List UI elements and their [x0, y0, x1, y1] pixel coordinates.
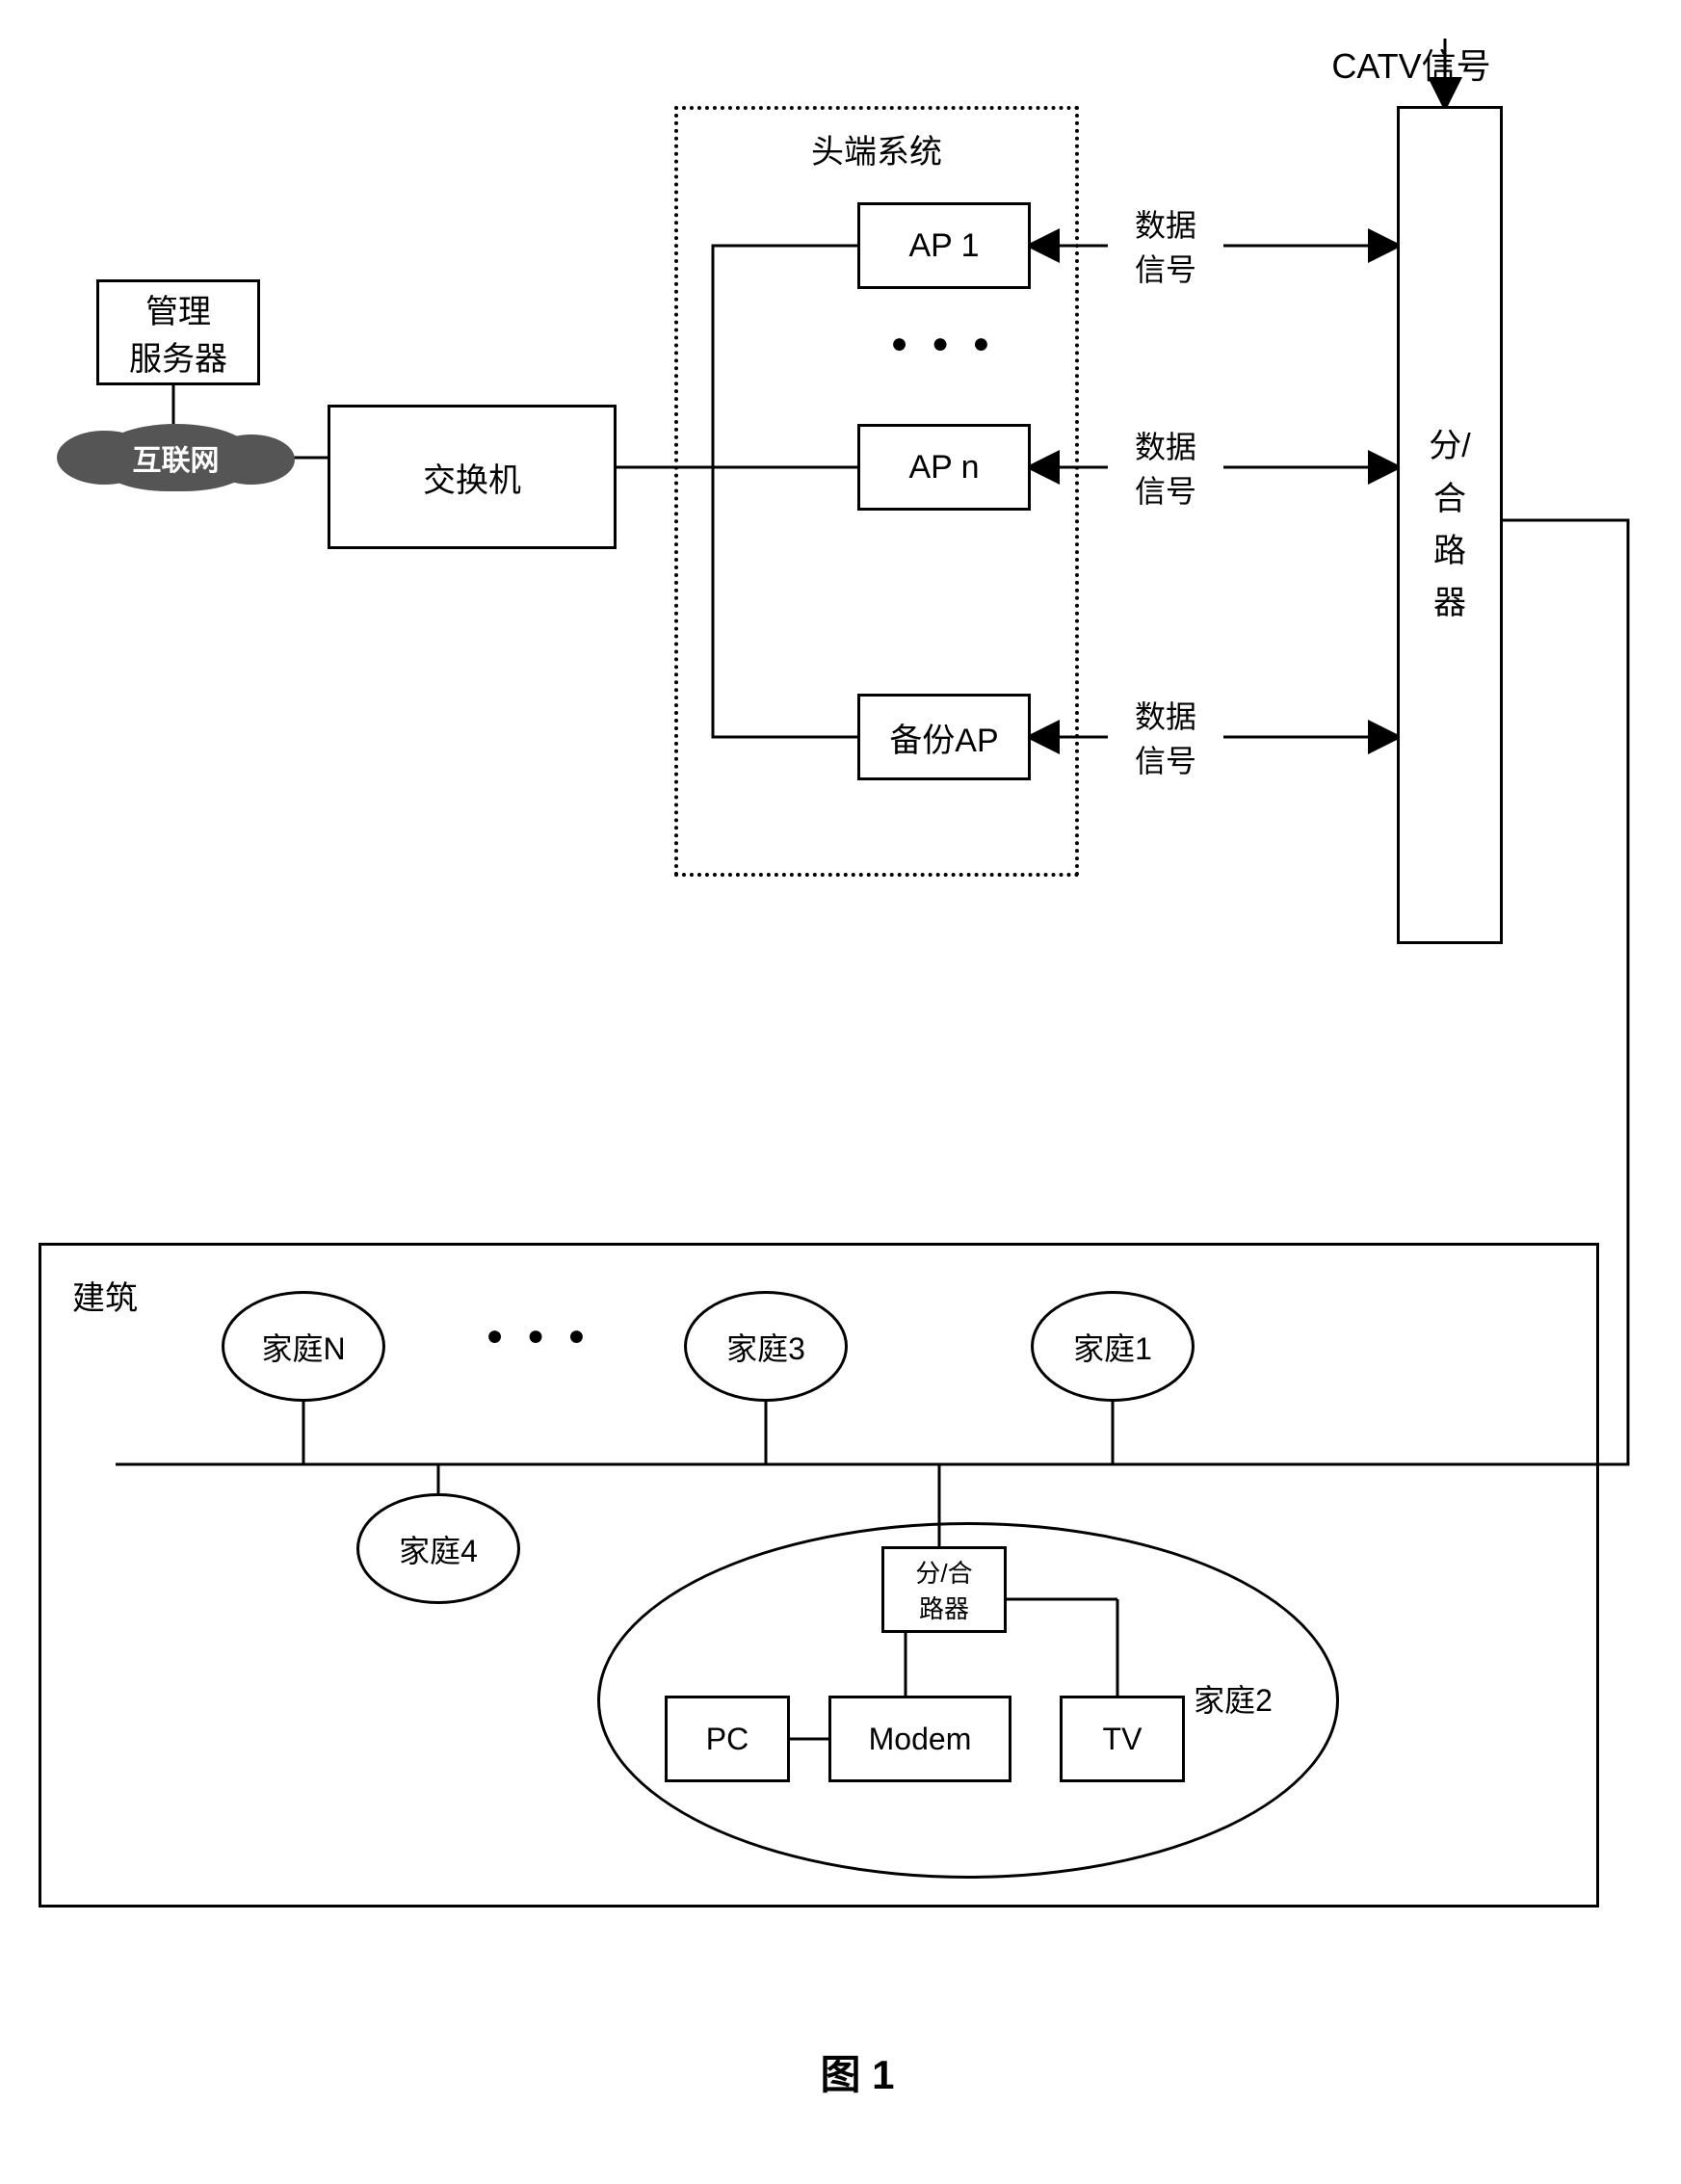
family-2-label: 家庭2 — [1166, 1676, 1300, 1721]
home-splitter-box: 分/合 路器 — [881, 1546, 1007, 1633]
family-4-node: 家庭4 — [356, 1493, 520, 1604]
backup-ap-box: 备份AP — [857, 694, 1031, 780]
internet-cloud: 互联网 — [96, 424, 255, 491]
tv-box: TV — [1060, 1696, 1185, 1782]
internet-label: 互联网 — [133, 436, 220, 479]
datasig3-label: 数据 信号 — [1108, 694, 1223, 780]
switch-box: 交换机 — [328, 405, 617, 549]
building-label: 建筑 — [72, 1272, 188, 1319]
management-server-box: 管理 服务器 — [96, 279, 260, 385]
datasig2-label: 数据 信号 — [1108, 424, 1223, 511]
mgmt-line2: 服务器 — [129, 332, 227, 380]
catv-signal-label: CATV信号 — [1291, 39, 1532, 89]
datasig1-label: 数据 信号 — [1108, 202, 1223, 289]
family-dots: ● ● ● — [443, 1320, 636, 1353]
apn-box: AP n — [857, 424, 1031, 511]
diagram-canvas: CATV信号 管理 服务器 互联网 交换机 头端系统 AP 1 ● ● ● AP… — [19, 19, 1681, 2165]
figure-caption: 图 1 — [713, 2042, 1002, 2101]
headend-label: 头端系统 — [780, 125, 973, 172]
pc-box: PC — [665, 1696, 790, 1782]
family-1-node: 家庭1 — [1031, 1291, 1195, 1402]
ap1-box: AP 1 — [857, 202, 1031, 289]
ap-dots: ● ● ● — [857, 328, 1031, 360]
modem-box: Modem — [828, 1696, 1011, 1782]
mgmt-line1: 管理 — [145, 285, 211, 332]
family-3-node: 家庭3 — [684, 1291, 848, 1402]
splitter-combiner-box: 分/ 合 路 器 — [1397, 106, 1503, 944]
family-n-node: 家庭N — [222, 1291, 385, 1402]
